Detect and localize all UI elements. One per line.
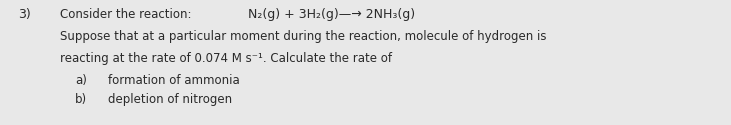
Text: Consider the reaction:: Consider the reaction: (60, 8, 192, 21)
Text: N₂(g) + 3H₂(g)—→ 2NH₃(g): N₂(g) + 3H₂(g)—→ 2NH₃(g) (248, 8, 415, 21)
Text: 3): 3) (18, 8, 31, 21)
Text: Suppose that at a particular moment during the reaction, molecule of hydrogen is: Suppose that at a particular moment duri… (60, 30, 547, 43)
Text: b): b) (75, 93, 87, 106)
Text: reacting at the rate of 0.074 M s⁻¹. Calculate the rate of: reacting at the rate of 0.074 M s⁻¹. Cal… (60, 52, 392, 65)
Text: formation of ammonia: formation of ammonia (108, 74, 240, 87)
Text: depletion of nitrogen: depletion of nitrogen (108, 93, 232, 106)
Text: a): a) (75, 74, 87, 87)
